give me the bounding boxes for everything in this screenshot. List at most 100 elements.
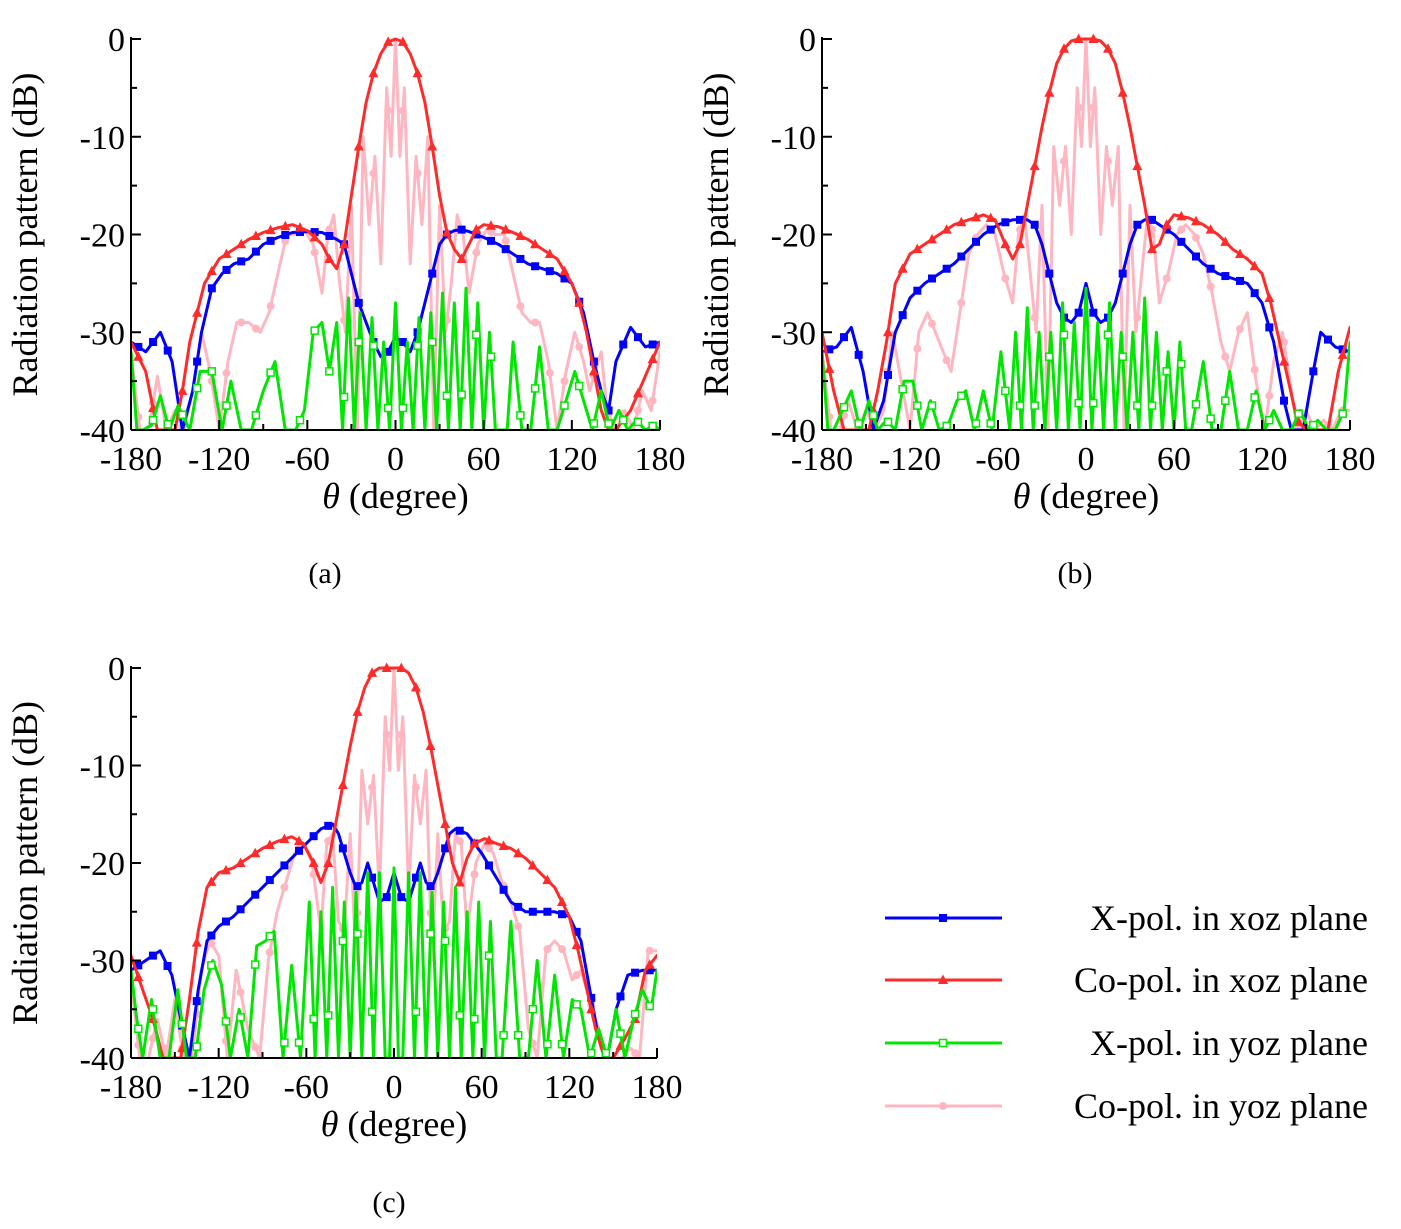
data-point-co-pol-in-xoz-plane (1147, 243, 1157, 254)
chart-panel-b: -180 -120 -60 0 60 120 180 0 -10 -20 -30 -40 θ (degr… (696, 22, 1376, 590)
data-point-x-pol-in-xoz-plane (1074, 308, 1083, 317)
data-point-x-pol-in-yoz-plane (1103, 330, 1113, 339)
data-point-co-pol-in-yoz-plane (1192, 233, 1200, 242)
data-point-x-pol-in-xoz-plane (280, 861, 289, 870)
data-point-co-pol-in-xoz-plane (410, 682, 421, 692)
data-point-x-pol-in-xoz-plane (324, 821, 333, 830)
data-point-x-pol-in-yoz-plane (251, 411, 261, 420)
data-point-x-pol-in-xoz-plane (295, 846, 304, 855)
data-point-x-pol-in-xoz-plane (1236, 276, 1244, 285)
data-point-co-pol-in-xoz-plane (396, 662, 407, 672)
data-point-x-pol-in-yoz-plane (589, 419, 599, 428)
data-point-co-pol-in-xoz-plane (177, 385, 188, 395)
data-point-x-pol-in-xoz-plane (221, 917, 230, 926)
data-point-co-pol-in-xoz-plane (1293, 416, 1304, 426)
data-point-co-pol-in-xoz-plane (527, 859, 538, 870)
data-point-co-pol-in-xoz-plane (469, 838, 480, 848)
data-point-x-pol-in-xoz-plane (265, 876, 274, 885)
data-point-x-pol-in-yoz-plane (486, 352, 496, 361)
data-point-co-pol-in-xoz-plane (883, 326, 893, 337)
data-point-x-pol-in-xoz-plane (1206, 264, 1215, 273)
data-point-co-pol-in-yoz-plane (398, 106, 407, 115)
data-point-co-pol-in-yoz-plane (913, 344, 922, 353)
data-point-co-pol-in-xoz-plane (294, 835, 305, 845)
legend-marker (938, 974, 948, 984)
data-point-co-pol-in-xoz-plane (250, 847, 261, 858)
data-point-x-pol-in-xoz-plane (236, 905, 245, 914)
data-point-co-pol-in-yoz-plane (1236, 324, 1244, 333)
x-tick-label: 60 (467, 441, 501, 478)
data-point-co-pol-in-xoz-plane (337, 779, 348, 789)
data-point-x-pol-in-yoz-plane (309, 1014, 318, 1024)
data-point-co-pol-in-yoz-plane (382, 730, 391, 739)
x-tick-label: -180 (791, 441, 853, 478)
data-point-x-pol-in-xoz-plane (484, 861, 493, 870)
data-point-x-pol-in-yoz-plane (339, 392, 349, 402)
data-point-co-pol-in-yoz-plane (325, 225, 334, 234)
data-point-x-pol-in-xoz-plane (589, 357, 598, 366)
data-point-x-pol-in-yoz-plane (927, 401, 937, 410)
data-point-x-pol-in-xoz-plane (237, 257, 246, 266)
data-point-x-pol-in-xoz-plane (516, 254, 525, 263)
y-tick-label: -10 (80, 749, 125, 786)
data-point-x-pol-in-xoz-plane (295, 228, 304, 237)
x-tick-label: 180 (1325, 441, 1376, 478)
data-point-x-pol-in-xoz-plane (619, 340, 628, 349)
y-axis-title: Radiation pattern (dB) (696, 73, 736, 397)
data-point-x-pol-in-xoz-plane (1089, 308, 1098, 317)
data-point-co-pol-in-yoz-plane (369, 169, 378, 178)
panel-label: (c) (372, 1186, 405, 1219)
data-point-co-pol-in-yoz-plane (1074, 103, 1083, 112)
x-tick-label: -60 (284, 1069, 329, 1106)
y-tick-label: -30 (80, 315, 125, 352)
data-point-x-pol-in-xoz-plane (1265, 323, 1274, 332)
data-point-co-pol-in-yoz-plane (281, 237, 290, 246)
data-point-co-pol-in-yoz-plane (411, 783, 420, 792)
y-tick-label: -30 (771, 315, 816, 352)
plot-area (822, 33, 1350, 430)
x-axis-title: θ (degree) (1013, 476, 1160, 516)
data-point-co-pol-in-xoz-plane (221, 248, 232, 259)
data-point-co-pol-in-xoz-plane (1205, 224, 1216, 234)
legend-marker (939, 1102, 947, 1110)
series-line-co-pol-in-yoz-plane (131, 37, 660, 430)
data-point-x-pol-in-yoz-plane (236, 1013, 245, 1022)
data-point-co-pol-in-yoz-plane (516, 302, 525, 311)
data-point-co-pol-in-xoz-plane (559, 265, 570, 276)
y-tick-label: 0 (108, 22, 125, 59)
data-point-x-pol-in-yoz-plane (310, 326, 319, 335)
data-point-co-pol-in-xoz-plane (824, 363, 835, 373)
data-point-x-pol-in-yoz-plane (913, 401, 922, 410)
data-point-x-pol-in-yoz-plane (957, 391, 966, 401)
data-point-x-pol-in-yoz-plane (543, 1039, 552, 1049)
x-tick-label: 0 (386, 1069, 403, 1106)
x-tick-label: -180 (100, 1069, 162, 1106)
series-line-co-pol-in-xoz-plane (131, 37, 660, 430)
data-point-co-pol-in-xoz-plane (440, 818, 451, 828)
data-point-x-pol-in-yoz-plane (619, 415, 628, 425)
x-tick-label: -120 (188, 1069, 250, 1106)
data-point-x-pol-in-yoz-plane (883, 417, 893, 427)
data-point-x-pol-in-yoz-plane (645, 1001, 654, 1011)
x-tick-label: 60 (465, 1069, 499, 1106)
data-point-co-pol-in-yoz-plane (1089, 103, 1098, 112)
data-point-x-pol-in-xoz-plane (382, 893, 391, 902)
data-point-x-pol-in-xoz-plane (309, 832, 318, 841)
data-point-x-pol-in-yoz-plane (528, 1005, 538, 1014)
data-point-co-pol-in-xoz-plane (897, 263, 908, 273)
data-point-x-pol-in-yoz-plane (869, 411, 878, 420)
x-tick-label: 120 (544, 1069, 595, 1106)
series-line-x-pol-in-xoz-plane (822, 218, 1350, 430)
y-tick-label: -40 (80, 1041, 125, 1078)
data-point-x-pol-in-xoz-plane (149, 338, 158, 347)
data-point-x-pol-in-yoz-plane (354, 337, 364, 347)
data-point-x-pol-in-xoz-plane (192, 997, 201, 1006)
data-point-co-pol-in-xoz-plane (515, 230, 526, 240)
data-point-co-pol-in-yoz-plane (558, 945, 567, 954)
data-point-co-pol-in-xoz-plane (308, 857, 319, 867)
data-point-co-pol-in-xoz-plane (1279, 356, 1289, 366)
data-point-x-pol-in-yoz-plane (616, 1029, 625, 1038)
data-point-co-pol-in-yoz-plane (1133, 313, 1142, 322)
data-point-x-pol-in-xoz-plane (354, 298, 363, 307)
data-point-x-pol-in-xoz-plane (648, 340, 657, 349)
